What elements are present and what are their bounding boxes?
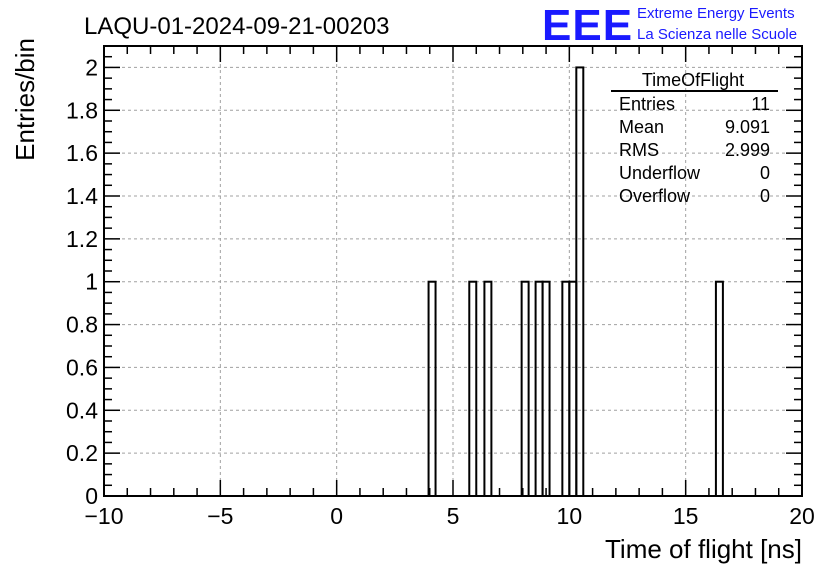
y-tick-label: 0.8: [66, 312, 98, 338]
x-axis-title: Time of flight [ns]: [605, 534, 802, 564]
x-tick-label: 10: [557, 503, 583, 529]
y-tick-label: 1: [85, 269, 98, 295]
stats-label: Mean: [619, 117, 664, 137]
histogram-bar: [427, 280, 437, 498]
stats-value: 9.091: [725, 117, 770, 137]
stats-label: Entries: [619, 94, 675, 114]
y-tick-label: 0.4: [66, 397, 98, 423]
eee-logo: EEE Extreme Energy Events La Scienza nel…: [542, 1, 797, 50]
x-tick-label: 5: [447, 503, 460, 529]
y-axis-title: Entries/bin: [10, 38, 40, 161]
histogram-bar: [483, 280, 493, 498]
stats-label: Overflow: [619, 186, 691, 206]
y-tick-label: 0.2: [66, 440, 98, 466]
stats-value: 11: [751, 94, 770, 114]
stats-value: 0: [760, 186, 770, 206]
stats-box: TimeOfFlight Entries 11 Mean 9.091 RMS 2.999 U…: [611, 70, 778, 206]
stats-label: RMS: [619, 140, 659, 160]
stats-title: TimeOfFlight: [642, 70, 744, 90]
histogram-bar: [568, 280, 578, 498]
y-tick-label: 0.6: [66, 354, 98, 380]
y-tick-label: 2: [85, 54, 98, 80]
histogram-bar: [714, 280, 724, 498]
y-tick-label: 1.4: [66, 183, 98, 209]
histogram-bars: [427, 66, 724, 498]
x-tick-label: 20: [789, 503, 815, 529]
x-tick-label: 15: [673, 503, 699, 529]
stats-value: 2.999: [725, 140, 770, 160]
y-tick-label: 1.8: [66, 97, 98, 123]
stats-value: 0: [760, 163, 770, 183]
y-axis: 0 0.2 0.4 0.6 0.8 1 1.2 1.4 1.6 1.8 2: [66, 45, 802, 509]
stats-label: Underflow: [619, 163, 701, 183]
x-tick-label: −5: [207, 503, 233, 529]
histogram-bar: [520, 280, 530, 498]
grid-lines: [103, 46, 803, 497]
histogram-bar: [561, 280, 571, 498]
eee-logo-line2: La Scienza nelle Scuole: [637, 26, 797, 43]
y-tick-label: 1.6: [66, 140, 98, 166]
x-tick-label: 0: [330, 503, 343, 529]
eee-logo-line1: Extreme Energy Events: [637, 5, 795, 22]
run-title: LAQU-01-2024-09-21-00203: [84, 13, 390, 40]
y-tick-label: 1.2: [66, 226, 98, 252]
x-tick-label: −10: [84, 503, 123, 529]
histogram-bar: [541, 280, 551, 498]
histogram-bar: [534, 280, 544, 498]
histogram-bar: [468, 280, 478, 498]
eee-logo-mark: EEE: [542, 1, 633, 50]
x-axis: −10 −5 0 5 10 15 20: [84, 46, 815, 529]
y-tick-label: 0: [85, 483, 98, 509]
